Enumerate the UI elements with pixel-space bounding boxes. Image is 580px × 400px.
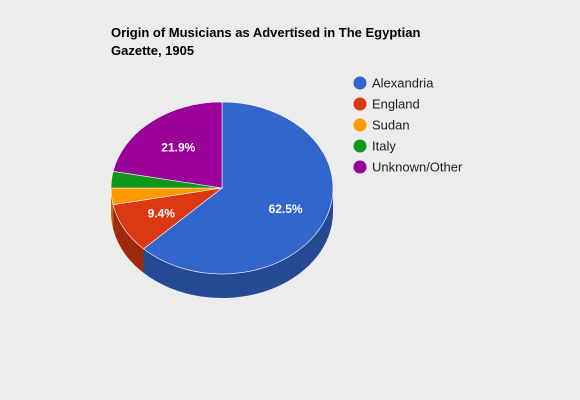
pie-slice-side-1: [113, 204, 144, 273]
legend-label-0: Alexandria: [372, 76, 434, 91]
pie-slice-4[interactable]: [112, 101, 223, 189]
legend-label-3: Italy: [372, 139, 396, 154]
legend-marker-3: [353, 139, 367, 153]
legend-label-2: Sudan: [372, 118, 410, 133]
slice-label-1: 9.4%: [148, 207, 176, 221]
legend-label-4: Unknown/Other: [372, 160, 463, 175]
pie-slice-side-0: [143, 188, 333, 298]
legend-marker-4: [353, 160, 367, 174]
legend-marker-1: [353, 97, 367, 111]
slice-label-4: 21.9%: [161, 140, 195, 154]
legend-label-1: England: [372, 97, 420, 112]
legend-marker-0: [353, 76, 367, 90]
pie-slice-0[interactable]: [143, 101, 334, 275]
slice-label-0: 62.5%: [269, 202, 303, 216]
legend-marker-2: [353, 118, 367, 132]
legend: Alexandria England Sudan Italy Unknown/Other: [353, 76, 463, 175]
chart-title: Origin of Musicians as Advertised in The…: [111, 25, 421, 58]
